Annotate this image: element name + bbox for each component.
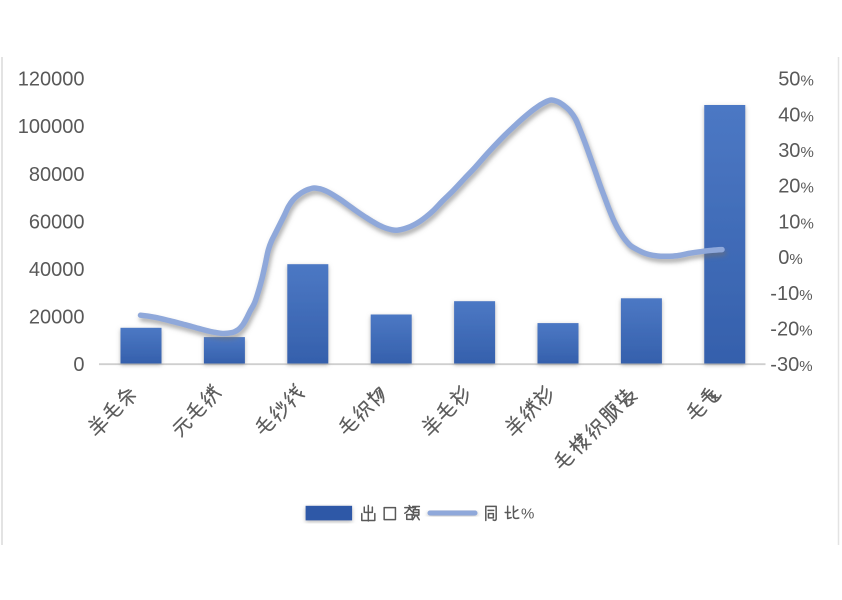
svg-text:20%: 20% xyxy=(778,176,814,198)
svg-text:-20%: -20% xyxy=(770,319,812,341)
svg-text:20000: 20000 xyxy=(29,307,85,329)
svg-text:80000: 80000 xyxy=(29,164,85,186)
svg-text:%: % xyxy=(521,506,534,523)
svg-text:-10%: -10% xyxy=(770,283,812,305)
svg-text:60000: 60000 xyxy=(29,211,85,233)
svg-text:30%: 30% xyxy=(778,140,814,162)
svg-text:50%: 50% xyxy=(778,69,814,91)
svg-text:-30%: -30% xyxy=(770,354,812,376)
svg-text:40000: 40000 xyxy=(29,259,85,281)
svg-text:40%: 40% xyxy=(778,104,814,126)
svg-text:0: 0 xyxy=(73,354,84,376)
svg-text:0%: 0% xyxy=(778,247,802,269)
svg-text:10%: 10% xyxy=(778,211,814,233)
svg-text:100000: 100000 xyxy=(18,116,85,138)
svg-text:120000: 120000 xyxy=(18,69,85,91)
